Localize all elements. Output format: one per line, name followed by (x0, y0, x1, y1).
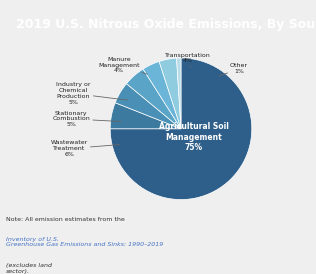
Text: Note: All emission estimates from the: Note: All emission estimates from the (6, 217, 127, 222)
Wedge shape (143, 61, 181, 129)
Text: Wastewater
Treatment
6%: Wastewater Treatment 6% (51, 140, 120, 157)
Wedge shape (110, 103, 181, 129)
Text: (excludes land
sector).: (excludes land sector). (6, 263, 52, 274)
Wedge shape (115, 84, 181, 129)
Text: Other
1%: Other 1% (219, 63, 248, 76)
Wedge shape (126, 69, 181, 129)
Text: Inventory of U.S.
Greenhouse Gas Emissions and Sinks: 1990–2019: Inventory of U.S. Greenhouse Gas Emissio… (6, 237, 164, 247)
Wedge shape (159, 58, 181, 129)
Text: Manure
Management
4%: Manure Management 4% (98, 57, 147, 74)
Text: Stationary
Combustion
5%: Stationary Combustion 5% (52, 111, 122, 127)
Text: Agricultural Soil
Management
75%: Agricultural Soil Management 75% (159, 122, 229, 152)
Wedge shape (177, 58, 181, 129)
Text: Transportation
4%: Transportation 4% (165, 53, 211, 67)
Text: 2019 U.S. Nitrous Oxide Emissions, By Source: 2019 U.S. Nitrous Oxide Emissions, By So… (16, 18, 316, 31)
Wedge shape (110, 58, 252, 199)
Text: Industry or
Chemical
Production
5%: Industry or Chemical Production 5% (56, 82, 127, 105)
